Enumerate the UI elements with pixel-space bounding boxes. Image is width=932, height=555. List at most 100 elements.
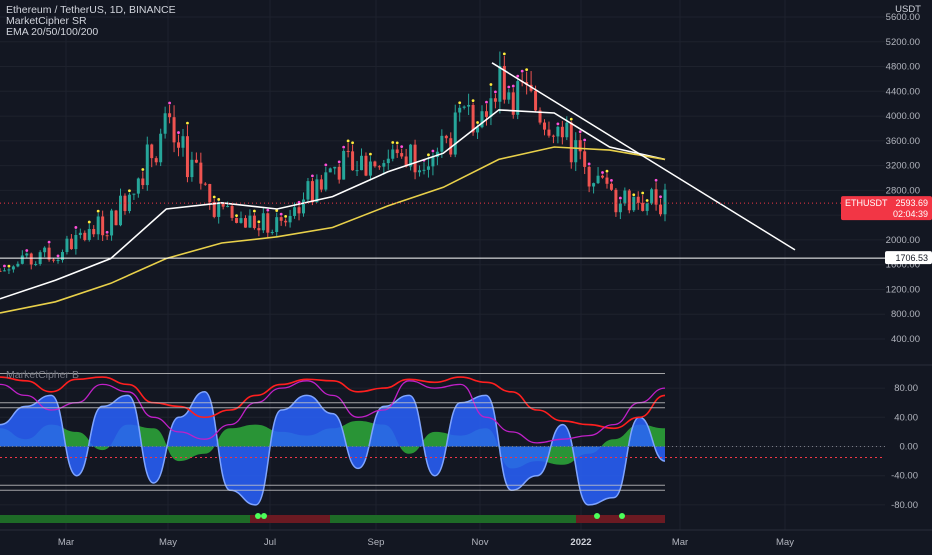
candle-body [7, 269, 11, 271]
candle-body [11, 266, 15, 270]
osc-tick-label: 0.00 [900, 442, 919, 453]
candle-body [413, 144, 417, 173]
candle-body [641, 202, 645, 211]
sr-dot [87, 220, 91, 224]
candle-body [243, 218, 247, 228]
candle-body [502, 65, 506, 100]
candle-body [534, 90, 538, 111]
candle-body [177, 142, 181, 148]
candle-body [2, 270, 6, 272]
candle-body [69, 238, 73, 250]
candle-body [654, 189, 658, 205]
candle-body [565, 122, 569, 138]
sr-dot [56, 254, 60, 258]
candle-body [150, 144, 154, 159]
stoch-rsi-line [0, 380, 666, 444]
candle-body [257, 228, 261, 231]
bottom-state-bar [576, 515, 665, 523]
candle-body [663, 189, 667, 215]
candle-body [342, 150, 346, 180]
candle-body [239, 218, 243, 223]
candle-body [105, 235, 109, 237]
candle-body [418, 170, 422, 173]
candle-body [484, 111, 488, 117]
indicator-marketcipher-sr[interactable]: MarketCipher SR [6, 15, 87, 27]
sr-dot [257, 220, 261, 224]
ema-white-line [0, 109, 666, 300]
candle-body [618, 203, 622, 213]
indicator-ema[interactable]: EMA 20/50/100/200 [6, 26, 99, 38]
symbol-title[interactable]: Ethereum / TetherUS, 1D, BINANCE [6, 4, 176, 16]
price-tick-label: 4000.00 [886, 111, 920, 122]
candle-body [163, 113, 167, 134]
candle-body [601, 175, 605, 178]
candle-body [409, 144, 413, 167]
candle-body [208, 184, 212, 203]
candle-body [373, 161, 377, 167]
sr-dot [610, 178, 613, 182]
candle-body [471, 104, 475, 133]
candle-body [221, 203, 225, 207]
candle-body [199, 162, 203, 184]
candle-body [119, 195, 123, 226]
sr-dot [141, 168, 145, 171]
candle-body [306, 181, 310, 200]
candle-body [511, 92, 515, 115]
candle-body [364, 155, 368, 176]
sr-dot [556, 122, 560, 126]
price-tick-label: 2000.00 [886, 235, 920, 246]
candle-body [659, 204, 663, 215]
price-tick-label: 1200.00 [886, 284, 920, 295]
candle-body [87, 229, 91, 240]
price-tick-label: 4800.00 [886, 62, 920, 73]
lower-pane-title[interactable]: MarketCipher B [6, 369, 79, 381]
price-tick-label: 5200.00 [886, 37, 920, 48]
candle-body [230, 206, 234, 218]
candle-body [337, 166, 341, 180]
sr-dot [641, 191, 645, 195]
sr-dot [645, 199, 649, 202]
candle-body [65, 238, 69, 252]
sr-dot [400, 145, 404, 149]
price-tick-label: 2800.00 [886, 185, 920, 196]
candle-body [159, 133, 163, 163]
candle-body [132, 193, 136, 195]
candle-body [493, 98, 497, 102]
candle-body [74, 234, 78, 250]
candle-body [547, 129, 551, 136]
candle-body [583, 151, 587, 167]
candles [0, 51, 667, 275]
candle-body [145, 144, 149, 186]
sr-dot [275, 209, 279, 213]
sr-dot [458, 101, 462, 105]
osc-tick-label: 40.00 [894, 412, 918, 423]
candle-body [614, 189, 618, 213]
time-tick-label: May [159, 537, 177, 548]
price-tick-label: 400.00 [891, 334, 920, 345]
candle-body [636, 196, 640, 203]
candle-body [78, 232, 82, 235]
candle-body [368, 161, 372, 176]
candle-body [426, 166, 430, 170]
price-badge-bg [841, 196, 932, 221]
level-badge: 1706.53 [885, 251, 932, 265]
candle-body [181, 136, 185, 148]
candle-body [507, 92, 511, 100]
oscillator-axis: 80.00 40.00 0.00 -40.00 -80.00 [891, 383, 918, 511]
candle-body [47, 247, 51, 260]
candle-body [252, 215, 256, 229]
candle-body [596, 175, 600, 184]
signal-dot [255, 513, 261, 519]
sr-dot [605, 169, 609, 173]
sr-dot [632, 193, 636, 197]
sr-dot [105, 230, 109, 234]
candle-body [203, 183, 207, 185]
level-badge-value: 1706.53 [895, 253, 928, 263]
candle-body [25, 253, 29, 256]
candle-body [386, 158, 390, 164]
candle-body [377, 166, 381, 168]
sr-dot [337, 160, 341, 164]
